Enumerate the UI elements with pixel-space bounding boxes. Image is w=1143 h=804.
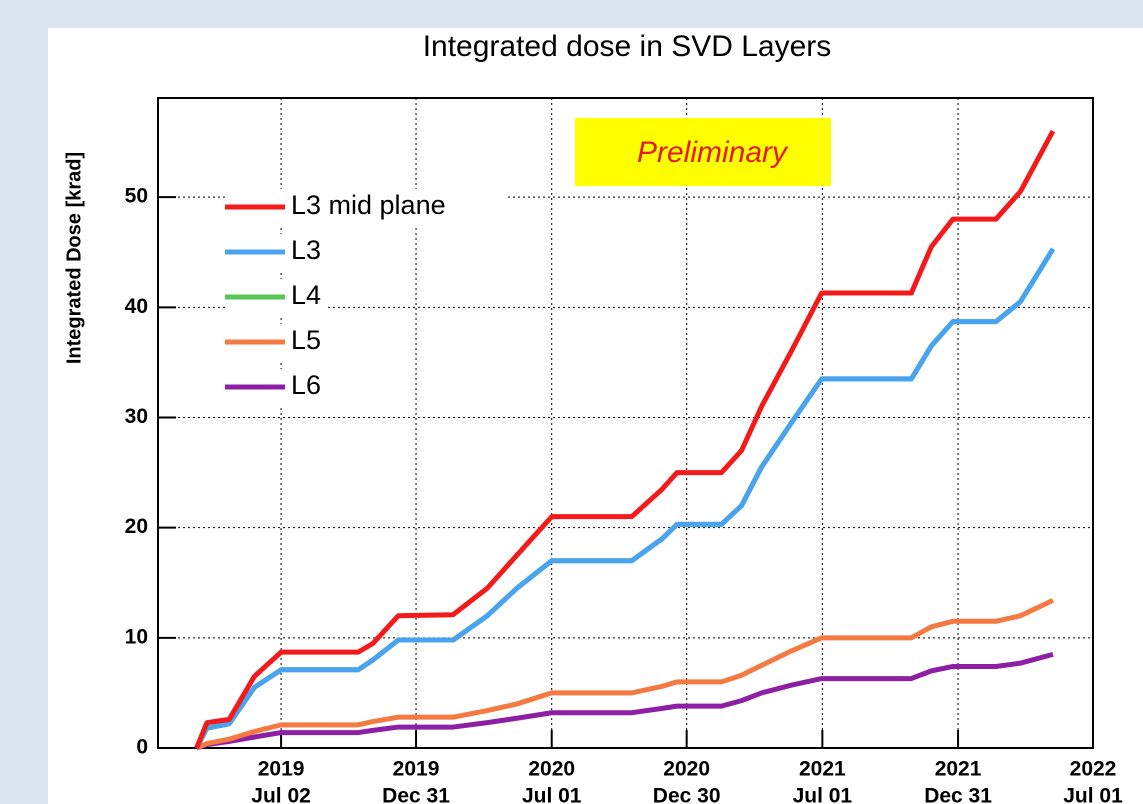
series-line [194,247,1056,750]
y-tick-label: 50 [125,185,148,208]
legend-label: L3 mid plane [291,190,446,220]
x-tick-label: 2022 [1070,758,1117,781]
y-tick-label: 10 [125,625,148,648]
x-tick-label: 2019 [393,758,440,781]
annotation-box [575,118,831,186]
x-tick-label: Dec 30 [653,785,721,804]
y-tick-label: 0 [136,736,148,759]
series-line [195,651,1054,751]
series-line [194,129,1056,749]
legend-label: L3 [291,235,321,265]
legend-label: L4 [291,280,321,310]
chart-title: Integrated dose in SVD Layers [423,30,832,63]
x-tick-label: 2019 [258,758,305,781]
x-tick-label: Jul 01 [793,785,853,804]
x-tick-label: 2020 [528,758,575,781]
y-tick-label: 30 [125,405,148,428]
y-tick-label: 40 [125,295,148,318]
x-tick-label: Dec 31 [382,785,450,804]
legend-label: L6 [291,370,321,400]
series-line [195,598,1055,751]
x-tick-label: Jul 02 [251,785,311,804]
x-tick-label: 2020 [663,758,710,781]
x-tick-label: Dec 31 [924,785,992,804]
x-tick-label: Jul 01 [1063,785,1123,804]
annotation: Preliminary [637,136,789,169]
x-tick-label: 2021 [935,758,982,781]
y-tick-label: 20 [125,515,148,538]
plot-frame [157,97,1094,749]
x-tick-label: 2021 [799,758,846,781]
x-tick-label: Jul 01 [522,785,582,804]
y-axis-label: Integrated Dose [krad] [63,152,85,364]
legend-label: L5 [291,325,321,355]
